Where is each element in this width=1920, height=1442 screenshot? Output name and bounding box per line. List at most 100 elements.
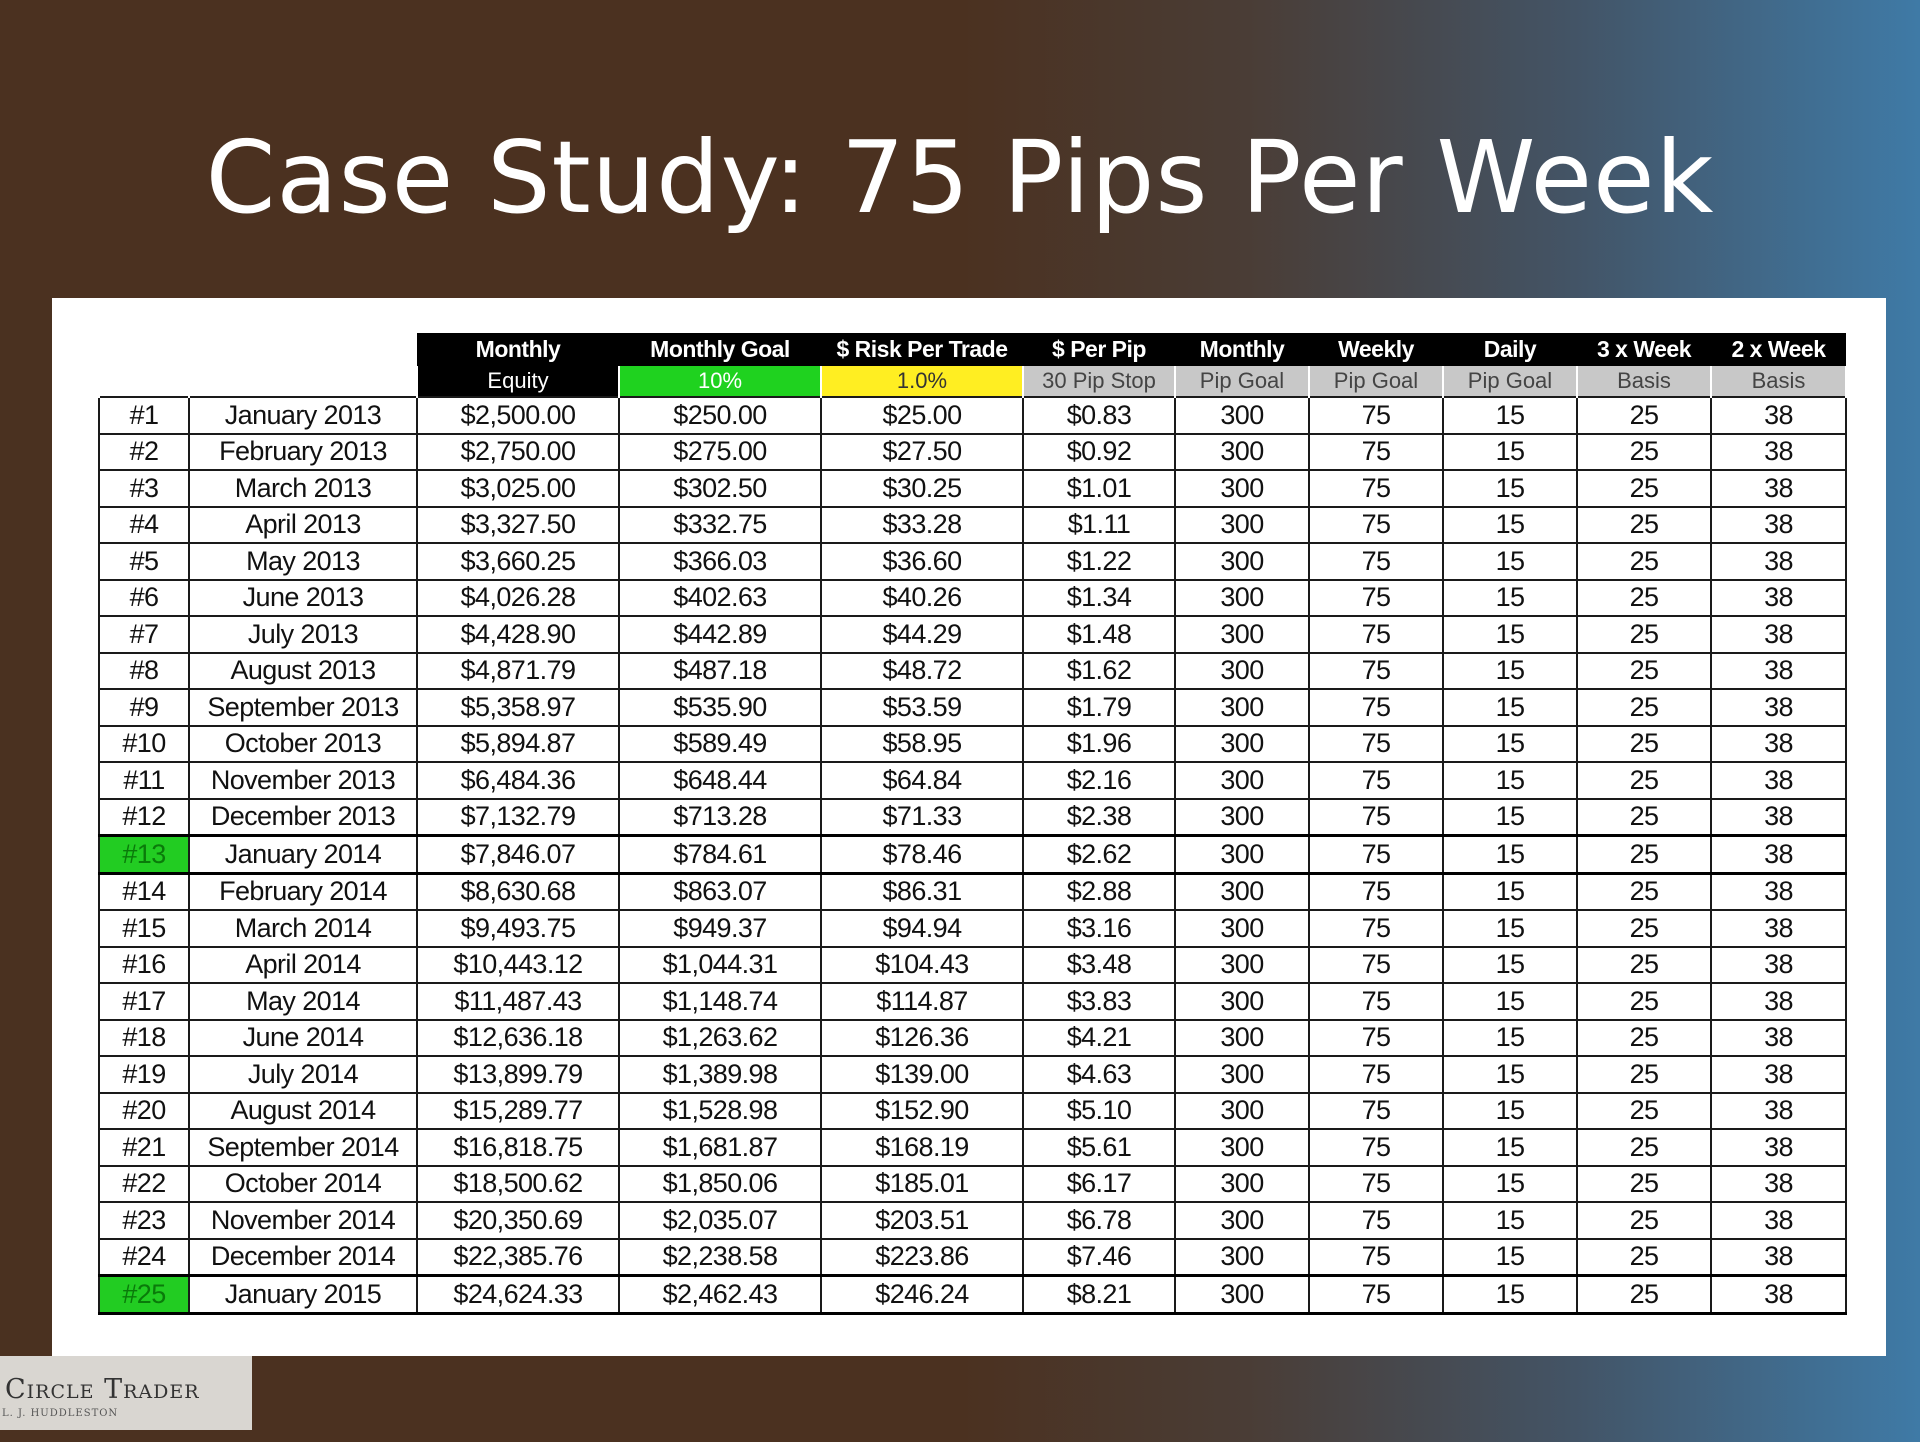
monthly-equity-cell: $5,358.97 xyxy=(416,688,620,727)
month-number-cell: #24 xyxy=(98,1237,190,1277)
two-x-week-cell: 38 xyxy=(1710,761,1847,800)
two-x-week-cell: 38 xyxy=(1710,1091,1847,1130)
weekly-pip-goal-cell: 75 xyxy=(1308,1055,1444,1094)
table-row: #21 September 2014 $16,818.75 $1,681.87 $168… xyxy=(98,1128,1847,1167)
daily-pip-goal-cell: 15 xyxy=(1442,982,1578,1021)
monthly-equity-cell: $18,500.62 xyxy=(416,1164,620,1203)
three-x-week-cell: 25 xyxy=(1576,1164,1712,1203)
month-name-cell: May 2013 xyxy=(188,542,418,581)
monthly-goal-cell: $1,044.31 xyxy=(618,945,822,984)
three-x-week-cell: 25 xyxy=(1576,797,1712,837)
daily-pip-goal-cell: 15 xyxy=(1442,1018,1578,1057)
subheader-daily-pip-goal: Pip Goal xyxy=(1442,366,1578,397)
three-x-week-cell: 25 xyxy=(1576,982,1712,1021)
per-pip-cell: $3.83 xyxy=(1022,982,1176,1021)
daily-pip-goal-cell: 15 xyxy=(1442,761,1578,800)
table-row: #5 May 2013 $3,660.25 $366.03 $36.60 $1.22 300… xyxy=(98,542,1847,581)
daily-pip-goal-cell: 15 xyxy=(1442,1055,1578,1094)
monthly-goal-cell: $250.00 xyxy=(618,396,822,435)
two-x-week-cell: 38 xyxy=(1710,834,1847,875)
risk-per-trade-cell: $25.00 xyxy=(820,396,1024,435)
monthly-goal-cell: $332.75 xyxy=(618,505,822,544)
monthly-pip-goal-cell: 300 xyxy=(1174,1237,1310,1277)
two-x-week-cell: 38 xyxy=(1710,1164,1847,1203)
two-x-week-cell: 38 xyxy=(1710,797,1847,837)
per-pip-cell: $3.48 xyxy=(1022,945,1176,984)
three-x-week-cell: 25 xyxy=(1576,761,1712,800)
risk-per-trade-cell: $168.19 xyxy=(820,1128,1024,1167)
month-name-cell: August 2014 xyxy=(188,1091,418,1130)
monthly-equity-cell: $9,493.75 xyxy=(416,909,620,948)
two-x-week-cell: 38 xyxy=(1710,982,1847,1021)
monthly-pip-goal-cell: 300 xyxy=(1174,1018,1310,1057)
risk-per-trade-cell: $33.28 xyxy=(820,505,1024,544)
month-number-cell: #3 xyxy=(98,469,190,508)
month-number-cell: #4 xyxy=(98,505,190,544)
monthly-pip-goal-cell: 300 xyxy=(1174,909,1310,948)
table-row: #14 February 2014 $8,630.68 $863.07 $86.31 $2… xyxy=(98,872,1847,911)
monthly-pip-goal-cell: 300 xyxy=(1174,834,1310,875)
monthly-pip-goal-cell: 300 xyxy=(1174,542,1310,581)
month-number-cell: #11 xyxy=(98,761,190,800)
monthly-pip-goal-cell: 300 xyxy=(1174,1164,1310,1203)
table-row: #15 March 2014 $9,493.75 $949.37 $94.94 $3.16… xyxy=(98,909,1847,948)
month-name-cell: June 2013 xyxy=(188,578,418,617)
daily-pip-goal-cell: 15 xyxy=(1442,1128,1578,1167)
risk-per-trade-cell: $64.84 xyxy=(820,761,1024,800)
three-x-week-cell: 25 xyxy=(1576,724,1712,763)
table-row: #7 July 2013 $4,428.90 $442.89 $44.29 $1.48 30… xyxy=(98,615,1847,654)
monthly-goal-cell: $1,528.98 xyxy=(618,1091,822,1130)
monthly-goal-cell: $1,148.74 xyxy=(618,982,822,1021)
table-row: #13 January 2014 $7,846.07 $784.61 $78.46 $2.… xyxy=(98,834,1847,875)
daily-pip-goal-cell: 15 xyxy=(1442,578,1578,617)
daily-pip-goal-cell: 15 xyxy=(1442,432,1578,471)
monthly-pip-goal-cell: 300 xyxy=(1174,1201,1310,1240)
weekly-pip-goal-cell: 75 xyxy=(1308,797,1444,837)
table-row: #2 February 2013 $2,750.00 $275.00 $27.50 $0.… xyxy=(98,432,1847,471)
daily-pip-goal-cell: 15 xyxy=(1442,542,1578,581)
monthly-pip-goal-cell: 300 xyxy=(1174,1128,1310,1167)
month-name-cell: March 2014 xyxy=(188,909,418,948)
monthly-pip-goal-cell: 300 xyxy=(1174,1091,1310,1130)
three-x-week-cell: 25 xyxy=(1576,945,1712,984)
risk-per-trade-cell: $27.50 xyxy=(820,432,1024,471)
risk-per-trade-cell: $139.00 xyxy=(820,1055,1024,1094)
three-x-week-cell: 25 xyxy=(1576,505,1712,544)
three-x-week-cell: 25 xyxy=(1576,1128,1712,1167)
weekly-pip-goal-cell: 75 xyxy=(1308,688,1444,727)
month-name-cell: July 2014 xyxy=(188,1055,418,1094)
table-row: #12 December 2013 $7,132.79 $713.28 $71.33 $2… xyxy=(98,797,1847,837)
per-pip-cell: $1.79 xyxy=(1022,688,1176,727)
daily-pip-goal-cell: 15 xyxy=(1442,651,1578,690)
month-name-cell: May 2014 xyxy=(188,982,418,1021)
monthly-equity-cell: $20,350.69 xyxy=(416,1201,620,1240)
two-x-week-cell: 38 xyxy=(1710,1055,1847,1094)
two-x-week-cell: 38 xyxy=(1710,1237,1847,1277)
circle-trader-logo: Circle Trader L. J. HUDDLESTON xyxy=(0,1356,252,1430)
weekly-pip-goal-cell: 75 xyxy=(1308,542,1444,581)
two-x-week-cell: 38 xyxy=(1710,1274,1847,1315)
risk-per-trade-cell: $58.95 xyxy=(820,724,1024,763)
monthly-pip-goal-cell: 300 xyxy=(1174,469,1310,508)
month-number-cell: #2 xyxy=(98,432,190,471)
three-x-week-cell: 25 xyxy=(1576,578,1712,617)
table-row: #1 January 2013 $2,500.00 $250.00 $25.00 $0.8… xyxy=(98,396,1847,435)
monthly-equity-cell: $7,132.79 xyxy=(416,797,620,837)
month-name-cell: November 2014 xyxy=(188,1201,418,1240)
monthly-goal-cell: $275.00 xyxy=(618,432,822,471)
month-number-cell: #17 xyxy=(98,982,190,1021)
monthly-equity-cell: $13,899.79 xyxy=(416,1055,620,1094)
two-x-week-cell: 38 xyxy=(1710,1201,1847,1240)
per-pip-cell: $1.62 xyxy=(1022,651,1176,690)
risk-per-trade-cell: $114.87 xyxy=(820,982,1024,1021)
risk-per-trade-cell: $104.43 xyxy=(820,945,1024,984)
slide-title: Case Study: 75 Pips Per Week xyxy=(205,119,1715,236)
monthly-pip-goal-cell: 300 xyxy=(1174,724,1310,763)
per-pip-cell: $5.61 xyxy=(1022,1128,1176,1167)
per-pip-cell: $6.17 xyxy=(1022,1164,1176,1203)
monthly-goal-cell: $784.61 xyxy=(618,834,822,875)
risk-per-trade-cell: $203.51 xyxy=(820,1201,1024,1240)
risk-per-trade-cell: $78.46 xyxy=(820,834,1024,875)
month-name-cell: July 2013 xyxy=(188,615,418,654)
header-monthly-equity: Monthly xyxy=(417,333,619,366)
